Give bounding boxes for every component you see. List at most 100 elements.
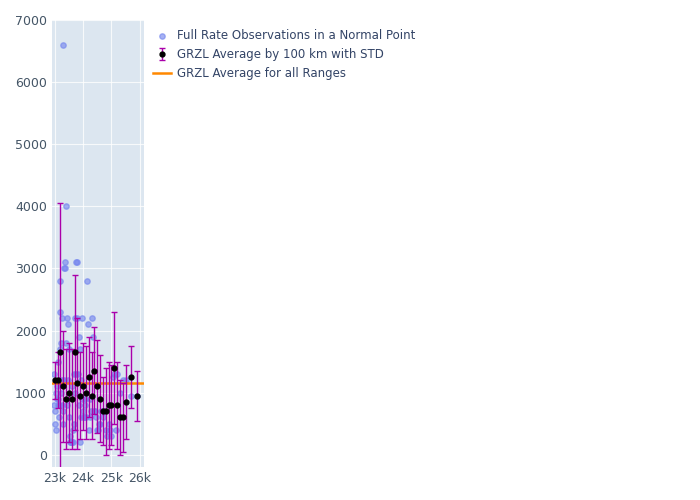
Full Rate Observations in a Normal Point — [53, 376, 64, 384]
Full Rate Observations in a Normal Point — [57, 407, 68, 415]
Full Rate Observations in a Normal Point — [55, 388, 66, 396]
Full Rate Observations in a Normal Point — [51, 395, 62, 403]
Full Rate Observations in a Normal Point — [72, 258, 83, 266]
Full Rate Observations in a Normal Point — [94, 420, 105, 428]
Full Rate Observations in a Normal Point — [54, 308, 65, 316]
Full Rate Observations in a Normal Point — [92, 426, 103, 434]
Full Rate Observations in a Normal Point — [111, 370, 122, 378]
Full Rate Observations in a Normal Point — [80, 395, 91, 403]
Full Rate Observations in a Normal Point — [64, 438, 76, 446]
Full Rate Observations in a Normal Point — [61, 314, 72, 322]
Full Rate Observations in a Normal Point — [73, 401, 84, 409]
Full Rate Observations in a Normal Point — [64, 414, 75, 422]
Full Rate Observations in a Normal Point — [50, 407, 61, 415]
Full Rate Observations in a Normal Point — [55, 345, 66, 353]
Full Rate Observations in a Normal Point — [108, 370, 120, 378]
Full Rate Observations in a Normal Point — [92, 426, 104, 434]
Full Rate Observations in a Normal Point — [76, 376, 87, 384]
Full Rate Observations in a Normal Point — [50, 426, 62, 434]
Full Rate Observations in a Normal Point — [84, 414, 95, 422]
Full Rate Observations in a Normal Point — [65, 438, 76, 446]
Full Rate Observations in a Normal Point — [132, 392, 143, 400]
Full Rate Observations in a Normal Point — [55, 339, 66, 347]
Full Rate Observations in a Normal Point — [114, 388, 125, 396]
Full Rate Observations in a Normal Point — [62, 376, 74, 384]
Full Rate Observations in a Normal Point — [55, 277, 66, 285]
Full Rate Observations in a Normal Point — [87, 314, 98, 322]
Full Rate Observations in a Normal Point — [106, 432, 117, 440]
Full Rate Observations in a Normal Point — [83, 426, 94, 434]
Full Rate Observations in a Normal Point — [61, 339, 72, 347]
Full Rate Observations in a Normal Point — [62, 320, 74, 328]
Full Rate Observations in a Normal Point — [52, 401, 63, 409]
Full Rate Observations in a Normal Point — [57, 420, 69, 428]
Full Rate Observations in a Normal Point — [78, 414, 90, 422]
Full Rate Observations in a Normal Point — [64, 432, 76, 440]
Full Rate Observations in a Normal Point — [54, 401, 65, 409]
Full Rate Observations in a Normal Point — [75, 438, 86, 446]
Full Rate Observations in a Normal Point — [104, 426, 116, 434]
Full Rate Observations in a Normal Point — [77, 314, 88, 322]
Full Rate Observations in a Normal Point — [76, 395, 88, 403]
Full Rate Observations in a Normal Point — [96, 407, 107, 415]
Full Rate Observations in a Normal Point — [59, 264, 70, 272]
Full Rate Observations in a Normal Point — [71, 314, 83, 322]
Full Rate Observations in a Normal Point — [74, 332, 85, 340]
Full Rate Observations in a Normal Point — [102, 432, 113, 440]
Full Rate Observations in a Normal Point — [83, 320, 94, 328]
Full Rate Observations in a Normal Point — [67, 426, 78, 434]
Full Rate Observations in a Normal Point — [90, 414, 101, 422]
Full Rate Observations in a Normal Point — [53, 414, 64, 422]
Full Rate Observations in a Normal Point — [110, 426, 121, 434]
Full Rate Observations in a Normal Point — [63, 345, 74, 353]
Full Rate Observations in a Normal Point — [52, 395, 64, 403]
Full Rate Observations in a Normal Point — [51, 382, 62, 390]
Full Rate Observations in a Normal Point — [94, 420, 106, 428]
Full Rate Observations in a Normal Point — [85, 407, 97, 415]
Full Rate Observations in a Normal Point — [48, 370, 60, 378]
Full Rate Observations in a Normal Point — [52, 358, 64, 366]
Full Rate Observations in a Normal Point — [60, 202, 71, 210]
Full Rate Observations in a Normal Point — [88, 332, 99, 340]
Full Rate Observations in a Normal Point — [69, 314, 80, 322]
Full Rate Observations in a Normal Point — [60, 258, 71, 266]
Full Rate Observations in a Normal Point — [78, 407, 89, 415]
Full Rate Observations in a Normal Point — [66, 438, 77, 446]
Full Rate Observations in a Normal Point — [88, 407, 99, 415]
Legend: Full Rate Observations in a Normal Point, GRZL Average by 100 km with STD, GRZL : Full Rate Observations in a Normal Point… — [150, 26, 419, 84]
Full Rate Observations in a Normal Point — [120, 376, 131, 384]
Full Rate Observations in a Normal Point — [48, 401, 60, 409]
Full Rate Observations in a Normal Point — [66, 438, 77, 446]
Full Rate Observations in a Normal Point — [58, 41, 69, 49]
Full Rate Observations in a Normal Point — [74, 345, 85, 353]
Full Rate Observations in a Normal Point — [67, 438, 78, 446]
Full Rate Observations in a Normal Point — [56, 376, 67, 384]
Full Rate Observations in a Normal Point — [72, 370, 83, 378]
Full Rate Observations in a Normal Point — [66, 382, 78, 390]
Full Rate Observations in a Normal Point — [103, 420, 114, 428]
Full Rate Observations in a Normal Point — [117, 376, 128, 384]
Full Rate Observations in a Normal Point — [62, 401, 73, 409]
Full Rate Observations in a Normal Point — [100, 426, 111, 434]
Full Rate Observations in a Normal Point — [75, 414, 86, 422]
Full Rate Observations in a Normal Point — [59, 376, 70, 384]
Full Rate Observations in a Normal Point — [70, 258, 81, 266]
Full Rate Observations in a Normal Point — [51, 388, 62, 396]
Full Rate Observations in a Normal Point — [89, 407, 100, 415]
Full Rate Observations in a Normal Point — [60, 264, 71, 272]
Full Rate Observations in a Normal Point — [97, 414, 108, 422]
Full Rate Observations in a Normal Point — [50, 420, 61, 428]
Full Rate Observations in a Normal Point — [56, 314, 67, 322]
Full Rate Observations in a Normal Point — [107, 373, 118, 381]
Full Rate Observations in a Normal Point — [69, 388, 80, 396]
Full Rate Observations in a Normal Point — [81, 277, 92, 285]
Full Rate Observations in a Normal Point — [71, 370, 82, 378]
Full Rate Observations in a Normal Point — [78, 414, 89, 422]
Full Rate Observations in a Normal Point — [68, 420, 79, 428]
Full Rate Observations in a Normal Point — [69, 370, 80, 378]
Full Rate Observations in a Normal Point — [85, 395, 96, 403]
Full Rate Observations in a Normal Point — [126, 392, 137, 400]
Full Rate Observations in a Normal Point — [79, 401, 90, 409]
Full Rate Observations in a Normal Point — [99, 407, 110, 415]
Full Rate Observations in a Normal Point — [80, 414, 92, 422]
